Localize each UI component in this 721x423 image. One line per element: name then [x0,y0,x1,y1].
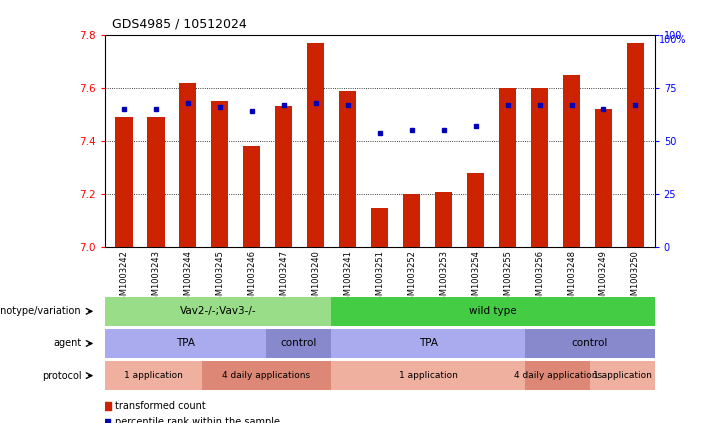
Text: agent: agent [53,338,81,349]
Text: GSM1003249: GSM1003249 [599,250,608,306]
Bar [435,192,452,247]
Bar [147,117,164,247]
Text: control: control [280,338,317,349]
Bar [105,329,266,358]
Bar [266,329,331,358]
Text: genotype/variation: genotype/variation [0,306,81,316]
Bar [590,361,655,390]
Text: 1 application: 1 application [123,371,182,380]
Text: GSM1003248: GSM1003248 [567,250,576,306]
Text: GSM1003251: GSM1003251 [375,250,384,306]
Bar [115,117,133,247]
Bar [466,173,485,247]
Text: GSM1003243: GSM1003243 [151,250,160,306]
Text: GSM1003255: GSM1003255 [503,250,512,306]
Text: transformed count: transformed count [115,401,206,411]
Text: control: control [572,338,608,349]
Bar [339,91,356,247]
Text: wild type: wild type [469,306,517,316]
Bar [331,361,525,390]
Bar [275,107,293,247]
Bar [331,329,525,358]
Text: GSM1003245: GSM1003245 [215,250,224,306]
Text: GSM1003246: GSM1003246 [247,250,256,306]
Text: GSM1003241: GSM1003241 [343,250,352,306]
Text: GSM1003252: GSM1003252 [407,250,416,306]
Text: GSM1003253: GSM1003253 [439,250,448,306]
Text: 1 application: 1 application [593,371,652,380]
Text: 1 application: 1 application [399,371,458,380]
Text: GSM1003254: GSM1003254 [471,250,480,306]
Text: GSM1003242: GSM1003242 [119,250,128,306]
Text: protocol: protocol [42,371,81,381]
Text: GSM1003240: GSM1003240 [311,250,320,306]
Text: 100%: 100% [659,35,686,45]
Text: percentile rank within the sample: percentile rank within the sample [115,418,280,423]
Bar [307,43,324,247]
Bar [211,101,229,247]
Text: GDS4985 / 10512024: GDS4985 / 10512024 [112,17,247,30]
Bar [179,82,197,247]
Text: GSM1003244: GSM1003244 [183,250,193,306]
Bar [627,43,645,247]
Bar [499,88,516,247]
Bar [525,329,655,358]
Text: TPA: TPA [176,338,195,349]
Bar [595,109,612,247]
Text: GSM1003247: GSM1003247 [279,250,288,306]
Bar [202,361,331,390]
Bar [105,361,202,390]
Bar [243,146,260,247]
Bar [105,297,331,326]
Bar [562,74,580,247]
Text: 4 daily applications: 4 daily applications [222,371,311,380]
Bar [531,88,549,247]
Bar [403,194,420,247]
Bar [371,208,389,247]
Bar [525,361,590,390]
Text: TPA: TPA [419,338,438,349]
Text: Vav2-/-;Vav3-/-: Vav2-/-;Vav3-/- [180,306,256,316]
Text: 4 daily applications: 4 daily applications [513,371,601,380]
Text: GSM1003256: GSM1003256 [535,250,544,306]
Bar [331,297,655,326]
Text: GSM1003250: GSM1003250 [631,250,640,306]
